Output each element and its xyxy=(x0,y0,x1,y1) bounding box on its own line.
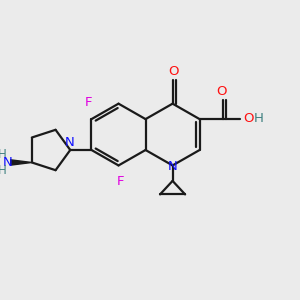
Text: H: H xyxy=(0,148,6,161)
Text: F: F xyxy=(85,96,92,109)
Text: F: F xyxy=(117,176,124,188)
Polygon shape xyxy=(9,160,32,165)
Text: N: N xyxy=(3,156,13,169)
Text: O: O xyxy=(168,65,179,78)
Text: N: N xyxy=(168,160,178,173)
Text: O: O xyxy=(217,85,227,98)
Text: H: H xyxy=(254,112,263,124)
Text: O: O xyxy=(244,112,254,124)
Text: H: H xyxy=(0,164,6,177)
Text: N: N xyxy=(64,136,74,149)
